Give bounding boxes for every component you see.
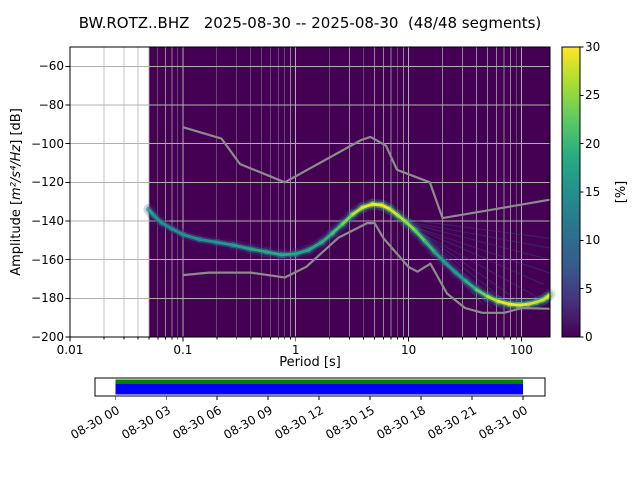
low-probability-psd-line — [408, 222, 551, 261]
colorbar-tick-label: 0 — [585, 330, 593, 344]
low-probability-psd-line — [413, 226, 545, 286]
colorbar-tick-label: 10 — [585, 233, 601, 248]
psd-probability-band — [197, 237, 219, 244]
psd-probability-band — [320, 232, 334, 244]
colorbar-tick-label: 20 — [585, 136, 601, 151]
psd-probability-band — [423, 239, 437, 254]
low-probability-psd-line — [403, 218, 551, 239]
psd-probability-band — [249, 247, 268, 254]
y-tick-label: −100 — [31, 136, 64, 151]
colorbar-tick-label: 15 — [585, 185, 601, 199]
low-probability-psd-line — [403, 220, 551, 249]
psd-probability-band — [351, 206, 364, 216]
figure-title: BW.ROTZ..BHZ 2025-08-30 -- 2025-08-30 (4… — [78, 14, 542, 32]
psd-probability-band — [265, 250, 284, 257]
psd-probability-band — [361, 202, 375, 209]
high-noise-model-curve — [182, 126, 551, 220]
psd-probability-band — [152, 213, 164, 225]
low-probability-psd-line — [421, 234, 517, 311]
psd-probability-band — [486, 294, 500, 303]
low-probability-psd-line — [413, 228, 537, 297]
colorbar-gradient — [562, 47, 580, 337]
x-tick-label: 0.01 — [56, 343, 84, 357]
coverage-data-bar — [115, 379, 523, 384]
y-tick-label: −160 — [31, 252, 64, 267]
psd-probability-band — [294, 248, 310, 256]
colorbar-tick-label: 30 — [585, 40, 601, 54]
low-noise-model-curve — [182, 222, 551, 314]
y-tick-label: −80 — [38, 98, 64, 112]
axes-frame — [69, 46, 551, 338]
psd-probability-band — [371, 202, 384, 207]
psd-probability-band — [280, 252, 298, 257]
psd-probability-band — [307, 240, 324, 252]
psd-probability-band — [454, 270, 468, 283]
psd-probability-band — [507, 302, 521, 307]
psd-probability-band — [414, 229, 427, 243]
psd-probability-band — [433, 250, 447, 264]
x-tick-label: 100 — [510, 343, 533, 357]
psd-probability-band — [160, 221, 174, 231]
y-axis-label-units: m²/s⁴/Hz — [9, 144, 24, 200]
y-tick-label: −120 — [31, 175, 64, 190]
coverage-used-bar — [115, 384, 523, 395]
psd-probability-band — [181, 233, 201, 241]
y-tick-label: −60 — [38, 59, 64, 74]
x-tick-label: 1 — [291, 343, 300, 357]
psd-probability-band — [496, 299, 511, 306]
colorbar-label: [%] — [614, 180, 629, 204]
y-tick-label: −140 — [31, 214, 64, 228]
psd-probability-band — [396, 213, 408, 224]
y-tick-label: −200 — [31, 330, 64, 344]
psd-probability-band — [388, 207, 400, 217]
colorbar-tick-label: 5 — [585, 281, 593, 296]
psd-probability-band — [341, 212, 355, 226]
low-probability-psd-line — [408, 224, 551, 274]
psd-probability-band — [330, 222, 344, 235]
psd-probability-band — [404, 220, 417, 233]
y-tick-label: −180 — [31, 291, 64, 306]
psd-probability-band — [231, 243, 253, 251]
psd-probability-band — [464, 279, 478, 292]
x-tick-label: 10 — [400, 343, 417, 357]
psd-probability-band — [545, 293, 552, 299]
psd-probability-band — [170, 227, 185, 236]
psd-probability-band — [215, 240, 235, 247]
psd-probability-band — [443, 261, 457, 274]
colorbar-tick-label: 25 — [585, 88, 601, 103]
low-probability-psd-line — [417, 230, 527, 307]
psd-probability-band — [475, 288, 489, 298]
psd-probability-band — [380, 203, 392, 211]
x-tick-label: 0.1 — [173, 343, 193, 357]
psd-probability-band — [517, 302, 530, 307]
x-axis-label: Period [s] — [279, 355, 341, 370]
